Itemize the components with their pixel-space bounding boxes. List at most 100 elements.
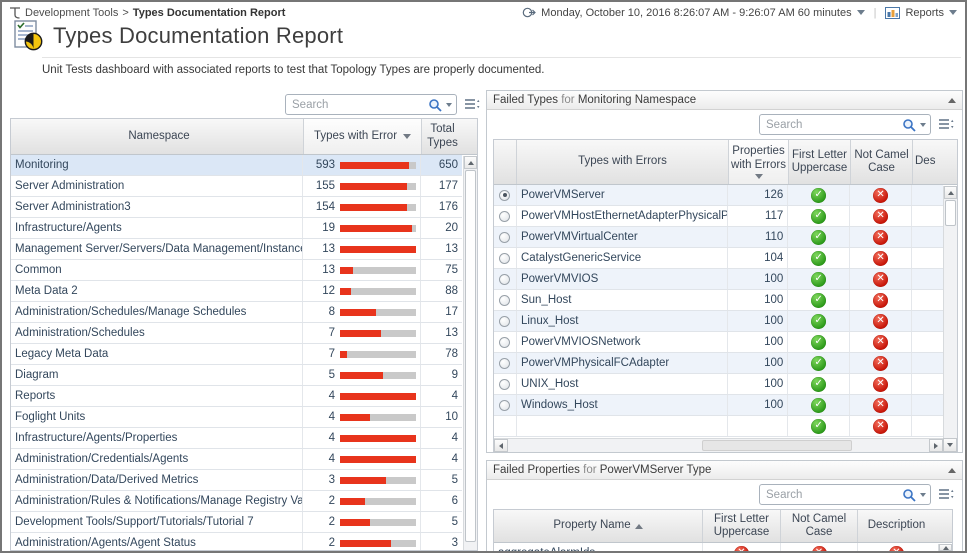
table-row[interactable]: UNIX_Host 100 ✓ ✕ — [494, 374, 943, 395]
table-row[interactable]: Administration/Data/Derived Metrics 3 5 — [11, 470, 462, 491]
row-radio-button[interactable] — [499, 336, 511, 348]
row-radio-button[interactable] — [499, 399, 511, 411]
column-header-not-camel-case[interactable]: Not Camel Case — [850, 140, 912, 184]
table-row[interactable]: PowerVMServer 126 ✓ ✕ — [494, 185, 943, 206]
column-header-property-name[interactable]: Property Name — [494, 510, 702, 542]
table-row[interactable]: PowerVMVIOS 100 ✓ ✕ — [494, 269, 943, 290]
table-row[interactable]: Common 13 75 — [11, 260, 462, 281]
table-row[interactable]: Administration/Schedules/Manage Schedule… — [11, 302, 462, 323]
column-header-namespace[interactable]: Namespace — [128, 129, 190, 142]
scroll-up-button[interactable] — [939, 544, 952, 551]
row-radio-button[interactable] — [499, 273, 511, 285]
row-radio-button[interactable] — [499, 189, 511, 201]
table-row[interactable]: Diagram 5 9 — [11, 365, 462, 386]
time-range-caret[interactable] — [856, 10, 865, 15]
error-ratio-bar-fill — [340, 476, 386, 484]
table-row[interactable]: CatalystGenericService 104 ✓ ✕ — [494, 248, 943, 269]
failed-types-panel: Failed Types for Monitoring Namespace — [486, 90, 963, 453]
scroll-down-button[interactable] — [943, 438, 957, 452]
table-row[interactable]: Server Administration3 154 176 — [11, 197, 462, 218]
table-row[interactable]: Administration/Agents/Agent Status 2 3 — [11, 533, 462, 550]
scroll-left-button[interactable] — [494, 439, 508, 452]
column-header-first-letter-uppercase[interactable]: First Letter Uppercase — [702, 510, 780, 542]
failed-types-vertical-scrollbar[interactable] — [943, 186, 957, 438]
row-radio-button[interactable] — [499, 231, 511, 243]
collapse-panel-icon[interactable] — [948, 97, 956, 103]
table-customizer-icon[interactable] — [938, 118, 954, 131]
row-radio-button[interactable] — [499, 378, 511, 390]
search-icon[interactable] — [902, 118, 916, 132]
table-row[interactable]: Server Administration 155 177 — [11, 176, 462, 197]
namespace-vertical-scrollbar[interactable] — [463, 156, 477, 550]
scroll-track[interactable] — [508, 439, 929, 452]
table-row[interactable]: Foglight Units 4 10 — [11, 407, 462, 428]
search-options-caret[interactable] — [920, 122, 926, 127]
table-row[interactable]: Administration/Credentials/Agents 4 4 — [11, 449, 462, 470]
search-options-caret[interactable] — [920, 492, 926, 497]
error-ratio-bar-fill — [340, 329, 382, 337]
column-header-first-letter-uppercase[interactable]: First Letter Uppercase — [788, 140, 850, 184]
table-customizer-icon[interactable] — [938, 488, 954, 501]
column-header-properties-with-errors[interactable]: Properties with Errors — [728, 140, 788, 184]
column-header-types-with-errors[interactable]: Types with Errors — [516, 140, 728, 184]
failed-types-horizontal-scrollbar[interactable] — [494, 438, 943, 452]
row-radio-button[interactable] — [499, 294, 511, 306]
failed-properties-vertical-scrollbar[interactable] — [938, 544, 952, 551]
fail-x-icon: ✕ — [873, 229, 889, 245]
table-row[interactable]: PowerVMVIOSNetwork 100 ✓ ✕ — [494, 332, 943, 353]
column-header-total-types[interactable]: Total Types — [421, 119, 463, 154]
table-row[interactable]: Infrastructure/Agents/Properties 4 4 — [11, 428, 462, 449]
column-header-description[interactable]: Des — [912, 140, 944, 184]
table-row[interactable]: PowerVMHostEthernetAdapterPhysicalPort 11… — [494, 206, 943, 227]
row-radio-button[interactable] — [499, 315, 511, 327]
row-radio-button[interactable] — [499, 357, 511, 369]
types-with-error-cell: 593 — [302, 155, 420, 175]
scroll-right-button[interactable] — [929, 439, 943, 452]
table-row[interactable]: Development Tools/Support/Tutorials/Tuto… — [11, 512, 462, 533]
time-range-label[interactable]: Monday, October 10, 2016 8:26:07 AM - 9:… — [541, 6, 852, 19]
column-header-description[interactable]: Description — [857, 510, 935, 542]
table-row[interactable]: Windows_Host 100 ✓ ✕ — [494, 395, 943, 416]
search-options-caret[interactable] — [446, 102, 452, 107]
failed-properties-search-input[interactable] — [766, 488, 902, 501]
search-icon[interactable] — [428, 98, 442, 112]
reports-menu-label[interactable]: Reports — [905, 6, 944, 19]
total-types-cell: 10 — [420, 407, 462, 427]
error-ratio-bar — [340, 455, 417, 463]
table-row[interactable]: Meta Data 2 12 88 — [11, 281, 462, 302]
table-row[interactable]: PowerVMVirtualCenter 110 ✓ ✕ — [494, 227, 943, 248]
collapse-panel-icon[interactable] — [948, 467, 956, 473]
scroll-thumb[interactable] — [945, 200, 956, 226]
table-customizer-icon[interactable] — [464, 98, 480, 111]
table-row[interactable]: Reports 4 4 — [11, 386, 462, 407]
column-header-types-with-error[interactable]: Types with Error — [303, 119, 421, 154]
table-row[interactable]: Legacy Meta Data 7 78 — [11, 344, 462, 365]
scroll-thumb[interactable] — [465, 170, 476, 542]
scroll-up-button[interactable] — [944, 186, 957, 199]
table-row[interactable]: aggregateAlarmIds ✕ ✕ ✕ — [494, 543, 938, 551]
table-row[interactable]: Sun_Host 100 ✓ ✕ — [494, 290, 943, 311]
table-row[interactable]: Linux_Host 100 ✓ ✕ — [494, 311, 943, 332]
namespace-search[interactable] — [285, 94, 457, 115]
failed-types-search-input[interactable] — [766, 118, 902, 131]
reports-caret[interactable] — [949, 10, 957, 15]
table-row[interactable]: Infrastructure/Agents 19 20 — [11, 218, 462, 239]
scroll-thumb[interactable] — [701, 440, 852, 451]
table-row[interactable]: Management Server/Servers/Data Managemen… — [11, 239, 462, 260]
table-row[interactable]: Administration/Rules & Notifications/Man… — [11, 491, 462, 512]
table-row[interactable]: PowerVMPhysicalFCAdapter 100 ✓ ✕ — [494, 353, 943, 374]
row-radio-button[interactable] — [499, 252, 511, 264]
topbar-divider: | — [873, 6, 877, 19]
table-row[interactable]: Administration/Schedules 7 13 — [11, 323, 462, 344]
namespace-search-input[interactable] — [292, 98, 428, 111]
search-icon[interactable] — [902, 488, 916, 502]
scroll-up-button[interactable] — [464, 156, 477, 169]
failed-types-search[interactable] — [759, 114, 931, 135]
table-row[interactable]: ✓ ✕ — [494, 416, 943, 437]
column-header-not-camel-case[interactable]: Not Camel Case — [780, 510, 857, 542]
failed-properties-search[interactable] — [759, 484, 931, 505]
row-selector-cell — [494, 353, 516, 373]
row-radio-button[interactable] — [499, 210, 511, 222]
breadcrumb-parent[interactable]: Development Tools — [25, 6, 119, 19]
table-row[interactable]: Monitoring 593 650 — [11, 155, 462, 176]
